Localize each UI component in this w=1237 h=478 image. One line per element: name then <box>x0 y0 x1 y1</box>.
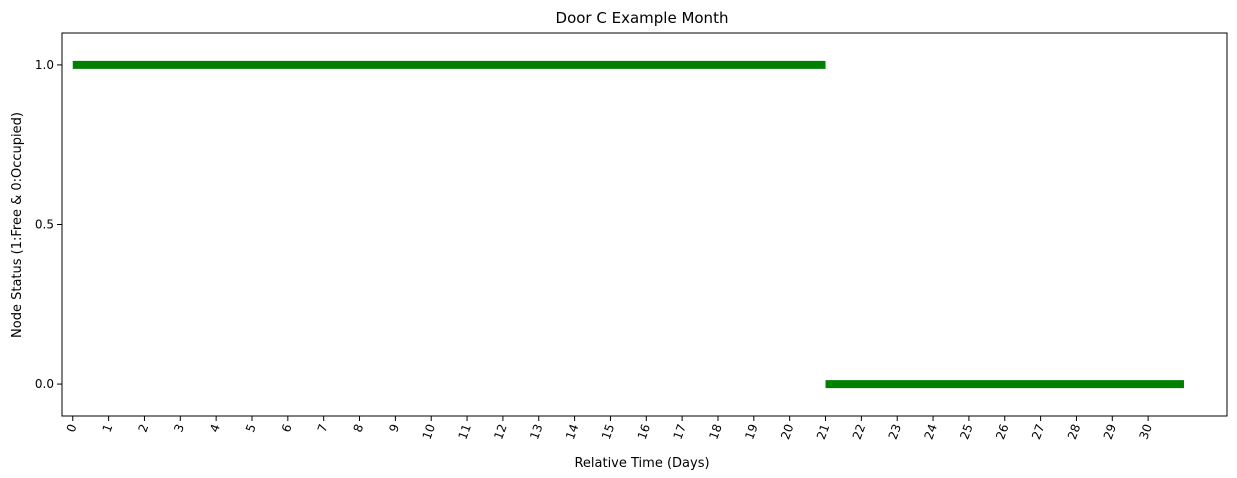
x-tick-label: 21 <box>814 422 832 441</box>
x-tick-label: 24 <box>921 422 939 441</box>
x-axis-title: Relative Time (Days) <box>574 456 709 471</box>
y-tick-label: 0.5 <box>35 218 54 232</box>
x-tick-label: 28 <box>1065 422 1083 441</box>
x-tick-label: 9 <box>386 422 402 434</box>
x-tick-label: 6 <box>279 422 295 434</box>
x-tick-label: 25 <box>957 422 975 441</box>
x-tick-label: 14 <box>563 422 581 441</box>
x-tick-label: 20 <box>778 422 796 441</box>
x-tick-label: 29 <box>1101 422 1119 441</box>
x-tick-label: 18 <box>706 422 724 441</box>
x-tick-label: 11 <box>455 422 473 441</box>
x-tick-label: 8 <box>351 422 367 434</box>
x-tick-label: 2 <box>135 422 151 434</box>
x-axis: 0 1 2 3 4 5 6 7 8 9 10 11 12 13 14 15 16 17 18 19 20 21 22 23 24… <box>64 416 1155 441</box>
x-tick-label: 16 <box>635 422 653 441</box>
x-tick-label: 4 <box>207 422 223 434</box>
x-tick-label: 17 <box>671 422 689 441</box>
x-tick-label: 7 <box>315 422 331 434</box>
x-tick-label: 5 <box>243 422 259 434</box>
x-tick-label: 23 <box>886 422 904 441</box>
x-tick-label: 0 <box>64 422 80 434</box>
x-tick-label: 27 <box>1029 422 1047 441</box>
x-tick-label: 26 <box>993 422 1011 441</box>
y-tick-label: 1.0 <box>35 58 54 72</box>
chart-title: Door C Example Month <box>556 9 729 27</box>
x-tick-label: 15 <box>599 422 617 441</box>
x-tick-label: 3 <box>171 422 187 434</box>
y-axis-title: Node Status (1:Free & 0:Occupied) <box>10 112 25 338</box>
series-layer <box>72 60 1184 389</box>
x-tick-label: 13 <box>527 422 545 441</box>
y-axis: 0.0 0.5 1.0 <box>35 58 62 391</box>
y-tick-label: 0.0 <box>35 377 54 391</box>
x-tick-label: 1 <box>100 422 116 434</box>
x-tick-label: 10 <box>420 422 438 441</box>
plot-frame <box>61 32 1228 417</box>
x-tick-label: 12 <box>491 422 509 441</box>
x-tick-label: 22 <box>850 422 868 441</box>
x-tick-label: 30 <box>1137 422 1155 441</box>
x-tick-label: 19 <box>742 422 760 441</box>
